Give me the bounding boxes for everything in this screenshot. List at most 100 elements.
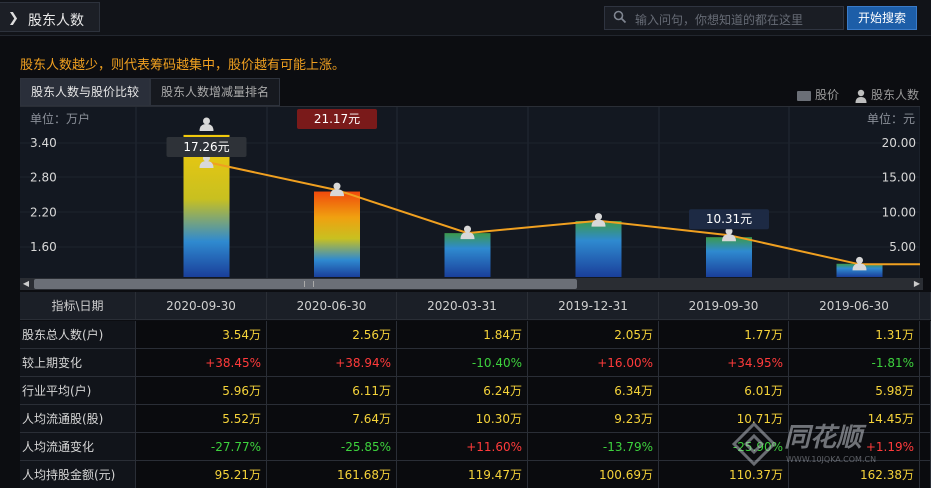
left-axis-tick: 2.20	[30, 205, 57, 219]
section-title-tab[interactable]: ❯ 股东人数	[0, 2, 100, 32]
search-icon	[613, 10, 627, 24]
table-cell-overflow	[920, 405, 931, 433]
table-cell: 14.45万	[789, 405, 920, 433]
table-cell: 6.34万	[528, 377, 659, 405]
right-axis-tick: 10.00	[882, 205, 916, 219]
table-row-label: 人均持股金额(元)	[20, 461, 136, 488]
price-label-text: 10.31元	[706, 212, 752, 226]
ths-logo: 同花顺 WWW.10JQKA.COM.CN	[731, 421, 876, 467]
search-input[interactable]: 输入问句，你想知道的都在这里	[635, 13, 804, 27]
chart-canvas: 3.40 2.80 2.20 1.60 20.00 15.00 10.00 5.00 17.2…	[20, 107, 920, 279]
legend-price: 股价	[797, 86, 839, 103]
person-marker-icon	[591, 213, 606, 227]
table-cell: 1.31万	[789, 321, 920, 349]
person-marker-icon	[330, 182, 344, 197]
price-label-text: 17.26元	[183, 140, 229, 154]
table-cell: -10.40%	[397, 349, 528, 377]
table-cell: +16.00%	[528, 349, 659, 377]
scroll-left-arrow-icon[interactable]: ◀	[22, 279, 30, 288]
table-row-label: 股东总人数(户)	[20, 321, 136, 349]
person-marker-icon	[722, 227, 736, 242]
right-axis-tick: 5.00	[889, 240, 916, 254]
table-cell: -1.81%	[789, 349, 920, 377]
price-legend-icon	[797, 90, 811, 101]
section-title: 股东人数	[28, 13, 84, 29]
person-marker-icon	[199, 117, 214, 131]
table-cell: +34.95%	[659, 349, 789, 377]
tab-holders-vs-price[interactable]: 股东人数与股价比较	[20, 78, 150, 106]
table-header-date: 2019-12-31	[528, 292, 659, 320]
table-cell: 162.38万	[789, 461, 920, 488]
hint-text: 股东人数越少，则代表筹码越集中，股价越有可能上涨。	[20, 58, 346, 73]
search-button[interactable]: 开始搜索	[847, 6, 917, 30]
table-cell-overflow	[920, 433, 931, 461]
table-header-date: 2019-09-30	[659, 292, 789, 320]
table-cell-overflow	[920, 461, 931, 488]
table-header-row: 指标\日期 2020-09-30 2020-06-30 2020-03-31 2019-…	[20, 292, 931, 320]
scrollbar-thumb[interactable]	[34, 279, 577, 289]
table-cell: 5.96万	[136, 377, 267, 405]
table-cell: 100.69万	[528, 461, 659, 488]
right-axis-tick: 15.00	[882, 171, 916, 185]
table-cell: +38.45%	[136, 349, 267, 377]
holders-bar	[836, 263, 883, 277]
price-label-box	[297, 109, 377, 129]
table-cell: 6.11万	[267, 377, 397, 405]
scroll-right-arrow-icon[interactable]: ▶	[913, 279, 921, 288]
table-cell: 7.64万	[267, 405, 397, 433]
table-row: 人均持股金额(元) 95.21万 161.68万 119.47万 100.69万 110.…	[20, 461, 931, 488]
table-header-date: 2019-06-30	[789, 292, 920, 320]
table-cell-overflow	[920, 377, 931, 405]
table-cell: -25.85%	[267, 433, 397, 461]
left-unit-label: 单位：万户	[30, 111, 90, 126]
table-cell-overflow	[920, 349, 931, 377]
chart-scrollbar[interactable]: ◀ ▶	[20, 278, 923, 290]
table-cell: 6.24万	[397, 377, 528, 405]
table-cell: 1.77万	[659, 321, 789, 349]
table-cell: 5.98万	[789, 377, 920, 405]
top-bar: ❯ 股东人数 输入问句，你想知道的都在这里 开始搜索	[0, 0, 931, 36]
table-row-label: 较上期变化	[20, 349, 136, 377]
table-row-label: 行业平均(户)	[20, 377, 136, 405]
table-cell: 10.71万	[659, 405, 789, 433]
table-cell: 110.37万	[659, 461, 789, 488]
table-cell: 1.84万	[397, 321, 528, 349]
table-cell: 2.05万	[528, 321, 659, 349]
price-label-box	[166, 137, 247, 157]
table-cell: 119.47万	[397, 461, 528, 488]
person-marker-icon	[852, 256, 867, 271]
holders-bar	[444, 233, 491, 277]
holders-bar	[575, 221, 622, 277]
price-label-text: 21.17元	[314, 112, 360, 126]
legend-price-label: 股价	[815, 88, 840, 102]
right-unit-label: 单位：元	[867, 111, 915, 126]
svg-text:同花顺: 同花顺	[784, 423, 867, 453]
chevron-right-icon: ❯	[8, 11, 19, 26]
table-row-label: 人均流通变化	[20, 433, 136, 461]
table-cell: 9.23万	[528, 405, 659, 433]
table-row: 行业平均(户) 5.96万 6.11万 6.24万 6.34万 6.01万 5.98万	[20, 377, 931, 405]
table-header-overflow	[920, 292, 931, 320]
table-cell: 10.30万	[397, 405, 528, 433]
search-box[interactable]: 输入问句，你想知道的都在这里	[604, 6, 844, 30]
table-cell: 2.56万	[267, 321, 397, 349]
legend-holders: 股东人数	[855, 86, 919, 103]
holders-price-chart: 3.40 2.80 2.20 1.60 20.00 15.00 10.00 5.00 17.2…	[20, 106, 920, 279]
table-row: 人均流通股(股) 5.52万 7.64万 10.30万 9.23万 10.71万 14.45…	[20, 405, 931, 433]
table-cell: 6.01万	[659, 377, 789, 405]
table-cell: 3.54万	[136, 321, 267, 349]
table-cell: -13.79%	[528, 433, 659, 461]
legend-holders-label: 股东人数	[871, 88, 920, 102]
table-header-label: 指标\日期	[20, 292, 136, 320]
svg-text:WWW.10JQKA.COM.CN: WWW.10JQKA.COM.CN	[786, 455, 876, 464]
table-cell: -27.77%	[136, 433, 267, 461]
right-axis-tick: 20.00	[882, 136, 916, 150]
left-axis-tick: 1.60	[30, 240, 57, 254]
tab-holders-change-rank[interactable]: 股东人数增减量排名	[150, 78, 280, 106]
table-row: 股东总人数(户) 3.54万 2.56万 1.84万 2.05万 1.77万 1.31万	[20, 321, 931, 349]
table-cell: 161.68万	[267, 461, 397, 488]
grip-icon	[304, 281, 314, 287]
price-label-box	[689, 209, 769, 230]
left-axis-tick: 3.40	[30, 136, 57, 150]
table-cell-overflow	[920, 321, 931, 349]
